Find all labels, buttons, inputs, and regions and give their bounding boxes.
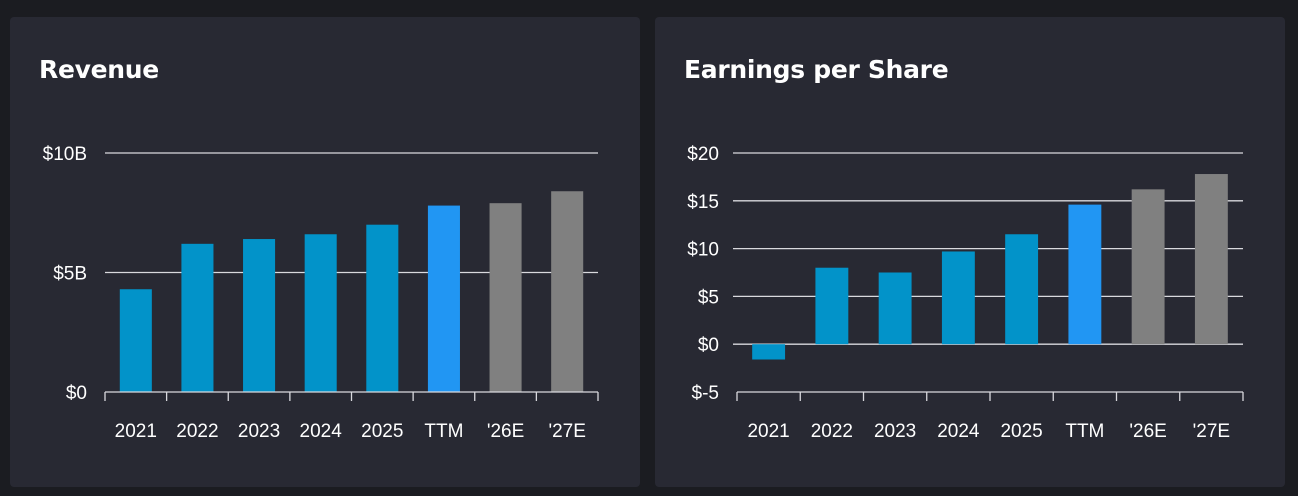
x-tick-label: 2021	[747, 421, 789, 442]
x-tick-label: 2022	[176, 421, 218, 442]
x-tick-label: 2024	[937, 421, 980, 442]
x-tick-label: TTM	[424, 421, 463, 442]
bar	[243, 239, 276, 392]
x-tick-label: '27E	[1193, 421, 1230, 442]
bar	[752, 344, 786, 360]
bar	[181, 243, 214, 392]
x-tick-label: '26E	[487, 421, 524, 442]
x-tick-label: 2025	[361, 421, 403, 442]
revenue-title: Revenue	[39, 55, 159, 84]
x-tick-label: 2024	[300, 421, 343, 442]
bar	[1005, 234, 1039, 345]
bar	[878, 272, 912, 345]
x-tick-label: 2023	[238, 421, 280, 442]
revenue-chart: $0 $5B $10B 2021 2022 2023 2024 2025 TTM '26E '27E	[43, 144, 599, 442]
bar	[427, 205, 460, 392]
bar	[489, 203, 522, 392]
y-tick-label: $10B	[43, 144, 87, 165]
bar	[941, 251, 975, 345]
x-tick-label: 2023	[874, 421, 916, 442]
y-tick-label: $0	[698, 335, 719, 356]
y-tick-label: $0	[66, 383, 87, 404]
eps-chart: $-5 $0 $5 $10 $15 $20 2021 2022 2023 2024 2025 TTM '…	[687, 144, 1244, 442]
bar	[366, 224, 399, 392]
eps-panel: Earnings per Share $-5 $0 $5 $10 $15 $20 2021 2…	[655, 17, 1285, 487]
bar	[551, 191, 584, 392]
y-tick-label: $20	[687, 144, 719, 165]
y-tick-label: $15	[687, 192, 719, 213]
eps-title: Earnings per Share	[684, 55, 949, 84]
bar	[1194, 174, 1228, 345]
bar	[815, 267, 849, 345]
bar	[1131, 189, 1165, 345]
bar	[1068, 204, 1102, 345]
x-tick-label: '27E	[548, 421, 585, 442]
revenue-panel: Revenue $0 $5B $10B 2021 2022 2023 2024 2025 TTM…	[10, 17, 640, 487]
x-tick-label: TTM	[1065, 421, 1104, 442]
x-tick-label: 2021	[115, 421, 157, 442]
x-tick-label: 2022	[811, 421, 853, 442]
y-tick-label: $5	[698, 287, 719, 308]
bar	[304, 234, 337, 392]
x-tick-label: '26E	[1129, 421, 1166, 442]
x-tick-label: 2025	[1000, 421, 1042, 442]
y-tick-label: $10	[687, 240, 719, 261]
y-tick-label: $5B	[53, 264, 87, 285]
bar	[119, 289, 152, 392]
y-tick-label: $-5	[692, 383, 719, 404]
